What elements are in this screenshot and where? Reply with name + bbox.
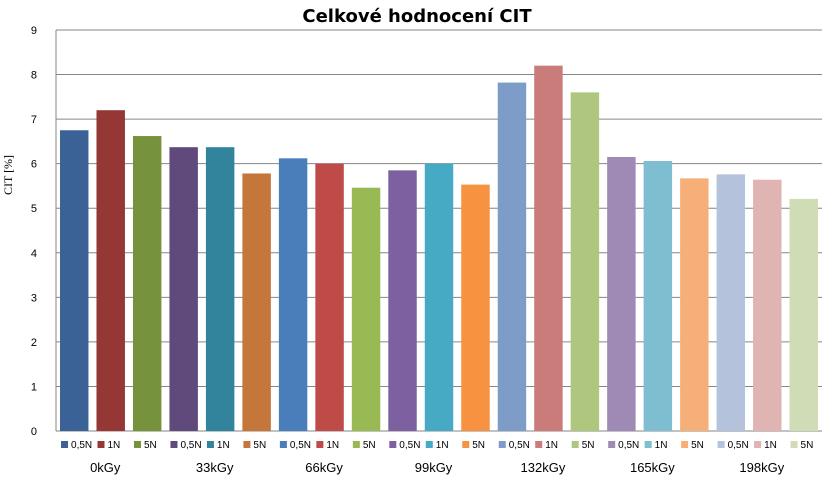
bar xyxy=(132,136,162,431)
bar xyxy=(534,65,563,432)
bar xyxy=(643,160,673,431)
legend-label: 1N xyxy=(108,440,121,451)
bar xyxy=(424,163,454,431)
legend-swatch xyxy=(754,441,762,448)
legend-label: 1N xyxy=(764,440,777,451)
legend-swatch xyxy=(61,441,69,448)
bar xyxy=(753,179,782,431)
legend-label: 0,5N xyxy=(728,440,749,451)
y-tick-label: 9 xyxy=(31,25,37,37)
bar xyxy=(497,82,527,431)
group-label: 165kGy xyxy=(630,460,675,475)
legend-swatch xyxy=(571,441,579,448)
legend-label: 5N xyxy=(691,440,704,451)
legend-label: 5N xyxy=(472,440,485,451)
legend-label: 1N xyxy=(326,440,339,451)
bar xyxy=(351,187,381,431)
legend-label: 1N xyxy=(436,440,449,451)
legend-label: 5N xyxy=(253,440,266,451)
legend-swatch xyxy=(97,441,105,448)
bar xyxy=(242,173,271,432)
legend-label: 0,5N xyxy=(618,440,639,451)
group-label: 66kGy xyxy=(305,460,343,475)
legend-swatch xyxy=(790,441,798,448)
legend-swatch xyxy=(133,441,141,448)
bar xyxy=(789,198,818,431)
y-axis-label: CIT [%] xyxy=(0,154,15,196)
legend-swatch xyxy=(462,441,470,448)
bar xyxy=(680,178,709,431)
bar xyxy=(716,174,746,432)
y-tick-label: 8 xyxy=(31,70,37,82)
group-label: 33kGy xyxy=(196,460,234,475)
bar xyxy=(278,158,308,431)
y-tick-label: 1 xyxy=(31,381,37,393)
legend-swatch xyxy=(389,441,397,448)
legend-swatch xyxy=(170,441,178,448)
y-tick-label: 2 xyxy=(31,337,37,349)
group-label: 0kGy xyxy=(90,460,121,475)
bar xyxy=(607,156,636,431)
legend-label: 1N xyxy=(545,440,558,451)
legend-label: 5N xyxy=(582,440,595,451)
legend-swatch xyxy=(608,441,616,448)
legend-label: 0,5N xyxy=(71,440,92,451)
legend-swatch xyxy=(243,441,251,448)
bar xyxy=(96,110,125,431)
legend-swatch xyxy=(498,441,506,448)
bar xyxy=(315,163,344,431)
chart-title: Celkové hodnocení CIT xyxy=(302,6,532,27)
group-label: 198kGy xyxy=(739,460,784,475)
legend-label: 1N xyxy=(217,440,230,451)
y-tick-label: 4 xyxy=(31,248,37,260)
y-tick-label: 5 xyxy=(31,203,37,215)
legend-swatch xyxy=(644,441,652,448)
legend-label: 0,5N xyxy=(290,440,311,451)
y-tick-label: 0 xyxy=(31,426,37,438)
y-tick-label: 3 xyxy=(31,292,37,304)
legend-swatch xyxy=(279,441,287,448)
legend-swatch xyxy=(352,441,360,448)
legend-label: 5N xyxy=(801,440,814,451)
bar xyxy=(60,130,89,431)
legend-label: 5N xyxy=(363,440,376,451)
legend-swatch xyxy=(425,441,433,448)
legend-swatch xyxy=(535,441,543,448)
bar xyxy=(570,92,600,431)
bar xyxy=(205,147,235,432)
bar xyxy=(388,170,417,431)
y-tick-label: 6 xyxy=(31,159,37,171)
legend-label: 0,5N xyxy=(180,440,201,451)
bar xyxy=(461,184,490,431)
legend-label: 0,5N xyxy=(509,440,530,451)
group-label: 99kGy xyxy=(415,460,453,475)
legend-label: 1N xyxy=(655,440,668,451)
legend-swatch xyxy=(717,441,725,448)
legend-swatch xyxy=(681,441,689,448)
bar xyxy=(169,147,198,432)
y-tick-label: 7 xyxy=(31,114,37,126)
legend-label: 0,5N xyxy=(399,440,420,451)
group-label: 132kGy xyxy=(521,460,566,475)
legend-swatch xyxy=(316,441,324,448)
legend-swatch xyxy=(206,441,214,448)
legend-label: 5N xyxy=(144,440,157,451)
